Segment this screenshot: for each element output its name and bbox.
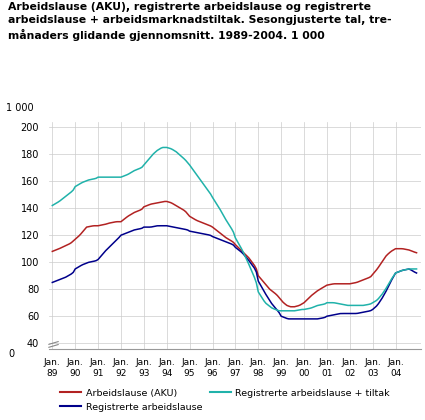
Registrerte arbeidslause bbox=[156, 223, 162, 228]
Arbeidslause (AKU) bbox=[94, 223, 99, 228]
Arbeidslause (AKU) bbox=[260, 278, 265, 283]
Registrerte arbeidslause bbox=[414, 270, 419, 276]
Registrerte arbeidslause bbox=[280, 315, 286, 320]
Registrerte arbeidslause bbox=[202, 232, 207, 237]
Text: Arbeidslause (AKU), registrerte arbeidslause og registrerte
arbeidslause + arbei: Arbeidslause (AKU), registrerte arbeidsl… bbox=[8, 2, 392, 42]
Text: 1 000: 1 000 bbox=[6, 103, 34, 113]
Arbeidslause (AKU) bbox=[50, 249, 55, 254]
Registrerte arbeidslause + tiltak bbox=[50, 203, 55, 208]
Arbeidslause (AKU) bbox=[162, 199, 167, 204]
Registrerte arbeidslause + tiltak bbox=[414, 266, 419, 271]
Line: Registrerte arbeidslause + tiltak: Registrerte arbeidslause + tiltak bbox=[52, 147, 416, 311]
Registrerte arbeidslause + tiltak bbox=[235, 239, 240, 244]
Arbeidslause (AKU) bbox=[414, 250, 419, 255]
Legend: Arbeidslause (AKU), Registrerte arbeidslause, Registrerte arbeidslause + tiltak: Arbeidslause (AKU), Registrerte arbeidsl… bbox=[57, 385, 394, 415]
Registrerte arbeidslause + tiltak bbox=[260, 295, 265, 300]
Registrerte arbeidslause + tiltak bbox=[283, 308, 288, 313]
Line: Arbeidslause (AKU): Arbeidslause (AKU) bbox=[52, 202, 416, 307]
Registrerte arbeidslause + tiltak bbox=[198, 178, 204, 183]
Arbeidslause (AKU) bbox=[288, 304, 293, 309]
Arbeidslause (AKU) bbox=[280, 300, 286, 305]
Arbeidslause (AKU) bbox=[202, 221, 207, 226]
Line: Registrerte arbeidslause: Registrerte arbeidslause bbox=[52, 226, 416, 319]
Registrerte arbeidslause bbox=[50, 280, 55, 285]
Text: 0: 0 bbox=[8, 349, 14, 360]
Registrerte arbeidslause bbox=[235, 246, 240, 251]
Registrerte arbeidslause bbox=[94, 258, 99, 263]
Registrerte arbeidslause + tiltak bbox=[202, 184, 207, 189]
Registrerte arbeidslause bbox=[286, 316, 291, 321]
Registrerte arbeidslause + tiltak bbox=[94, 176, 99, 181]
Arbeidslause (AKU) bbox=[235, 244, 240, 249]
Registrerte arbeidslause + tiltak bbox=[277, 308, 282, 313]
Registrerte arbeidslause bbox=[260, 285, 265, 290]
Registrerte arbeidslause + tiltak bbox=[160, 145, 165, 150]
Arbeidslause (AKU) bbox=[198, 220, 204, 225]
Registrerte arbeidslause bbox=[198, 231, 204, 236]
